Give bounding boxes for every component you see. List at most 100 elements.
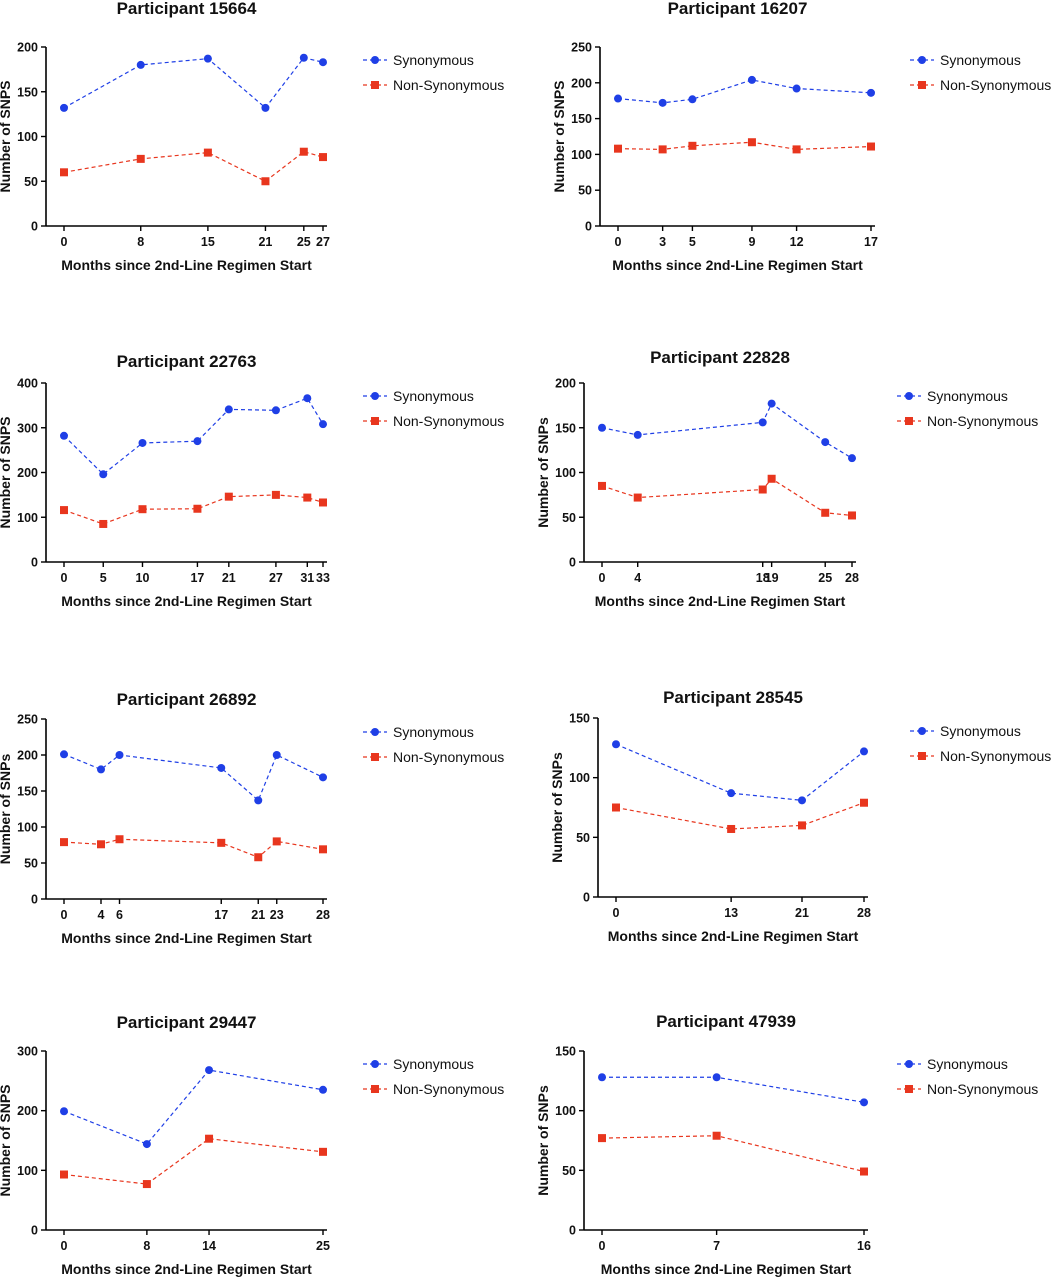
x-axis-label: Months since 2nd-Line Regimen Start <box>595 593 846 609</box>
x-tick-label: 0 <box>61 1239 68 1253</box>
y-tick-label: 50 <box>24 857 38 871</box>
chart-panel-2: Participant 16207 0 50 100 150 200 250 0 3 5 9 12 17… <box>551 0 1051 273</box>
data-point-synonymous <box>319 58 327 67</box>
chart-title: Participant 28545 <box>663 688 803 707</box>
data-point-synonymous <box>758 418 767 427</box>
y-axis-label: Number of SNPs <box>0 754 13 865</box>
x-tick-label: 0 <box>61 908 68 922</box>
y-tick-label: 200 <box>571 76 592 90</box>
legend-label-synonymous: Synonymous <box>393 388 474 404</box>
data-point-synonymous <box>60 431 68 440</box>
data-point-non-synonymous <box>254 853 263 862</box>
data-point-synonymous <box>598 423 606 432</box>
y-tick-label: 200 <box>555 377 576 391</box>
legend-label-synonymous: Synonymous <box>940 52 1021 68</box>
chart-title: Participant 47939 <box>656 1012 796 1031</box>
series-line-synonymous <box>601 402 853 459</box>
data-point-synonymous <box>860 747 868 756</box>
data-point-non-synonymous <box>727 824 736 833</box>
data-point-non-synonymous <box>261 177 270 186</box>
legend-label-non-synonymous: Non-Synonymous <box>927 413 1038 429</box>
legend-marker-non-synonymous <box>905 417 913 425</box>
x-tick-label: 5 <box>100 571 107 585</box>
x-tick-label: 18 <box>756 571 770 585</box>
chart-title: Participant 15664 <box>117 0 257 18</box>
y-tick-label: 250 <box>17 713 38 727</box>
y-tick-label: 150 <box>569 712 590 726</box>
series-line-non-synonymous <box>615 802 865 830</box>
data-point-non-synonymous <box>598 481 606 490</box>
data-point-synonymous <box>60 750 68 759</box>
data-point-synonymous <box>60 103 68 112</box>
y-tick-label: 200 <box>17 41 38 55</box>
x-axis-label: Months since 2nd-Line Regimen Start <box>61 593 312 609</box>
legend-marker-synonymous <box>371 728 379 736</box>
y-axis-label: Number of SNPS <box>551 80 567 192</box>
data-point-synonymous <box>303 394 312 403</box>
x-tick-label: 0 <box>61 571 68 585</box>
data-point-synonymous <box>224 405 233 414</box>
x-tick-label: 23 <box>270 908 284 922</box>
data-point-non-synonymous <box>115 835 124 844</box>
x-tick-label: 25 <box>818 571 832 585</box>
y-tick-label: 0 <box>569 556 576 570</box>
y-tick-label: 200 <box>17 749 38 763</box>
y-tick-label: 0 <box>585 220 592 234</box>
data-point-non-synonymous <box>658 145 667 154</box>
legend-label-synonymous: Synonymous <box>927 388 1008 404</box>
x-tick-label: 0 <box>613 906 620 920</box>
series-line-synonymous <box>63 57 324 109</box>
x-tick-label: 4 <box>98 908 105 922</box>
data-point-non-synonymous <box>798 821 806 830</box>
data-point-non-synonymous <box>712 1131 721 1140</box>
x-tick-label: 15 <box>201 235 215 249</box>
y-tick-label: 50 <box>24 175 38 189</box>
legend-label-synonymous: Synonymous <box>393 52 474 68</box>
x-tick-label: 27 <box>269 571 283 585</box>
y-axis-label: Number of SNPS <box>0 416 13 528</box>
data-point-synonymous <box>115 751 124 759</box>
series-line-synonymous <box>602 1076 865 1103</box>
data-point-synonymous <box>712 1073 721 1082</box>
data-point-non-synonymous <box>867 142 875 151</box>
y-tick-label: 150 <box>17 85 38 99</box>
series-line-non-synonymous <box>63 1138 324 1185</box>
y-tick-label: 0 <box>583 891 590 905</box>
chart-title: Participant 16207 <box>668 0 808 18</box>
data-point-non-synonymous <box>792 145 801 154</box>
y-tick-label: 200 <box>17 1104 38 1118</box>
data-point-synonymous <box>97 765 105 774</box>
chart-panel-8: Participant 47939 0 50 100 150 0 7 16 Months sin… <box>535 1012 1038 1277</box>
x-tick-label: 21 <box>251 908 265 922</box>
data-point-non-synonymous <box>217 838 226 847</box>
y-tick-label: 50 <box>576 831 590 845</box>
series-line-synonymous <box>617 79 872 104</box>
y-tick-label: 0 <box>31 1224 38 1238</box>
x-tick-label: 9 <box>748 235 755 249</box>
x-tick-label: 19 <box>765 571 779 585</box>
y-tick-label: 0 <box>569 1224 576 1238</box>
x-tick-label: 17 <box>214 908 228 922</box>
y-tick-label: 150 <box>571 112 592 126</box>
x-tick-label: 5 <box>689 235 696 249</box>
data-point-synonymous <box>261 103 270 112</box>
data-point-synonymous <box>319 420 327 429</box>
y-tick-label: 100 <box>571 148 592 162</box>
legend-label-synonymous: Synonymous <box>393 724 474 740</box>
x-tick-label: 21 <box>258 235 272 249</box>
data-point-synonymous <box>319 1085 327 1094</box>
data-point-synonymous <box>860 1098 868 1107</box>
y-tick-label: 150 <box>17 785 38 799</box>
chart-panel-6: Participant 28545 0 50 100 150 0 13 21 28 Months … <box>549 688 1051 944</box>
data-point-non-synonymous <box>60 506 68 515</box>
data-point-synonymous <box>633 430 642 439</box>
data-point-non-synonymous <box>747 138 756 147</box>
data-point-non-synonymous <box>60 168 68 177</box>
x-tick-label: 31 <box>300 571 314 585</box>
data-point-synonymous <box>193 437 202 446</box>
chart-title: Participant 29447 <box>117 1013 257 1032</box>
series-line-synonymous <box>615 743 865 801</box>
x-tick-label: 6 <box>116 908 123 922</box>
